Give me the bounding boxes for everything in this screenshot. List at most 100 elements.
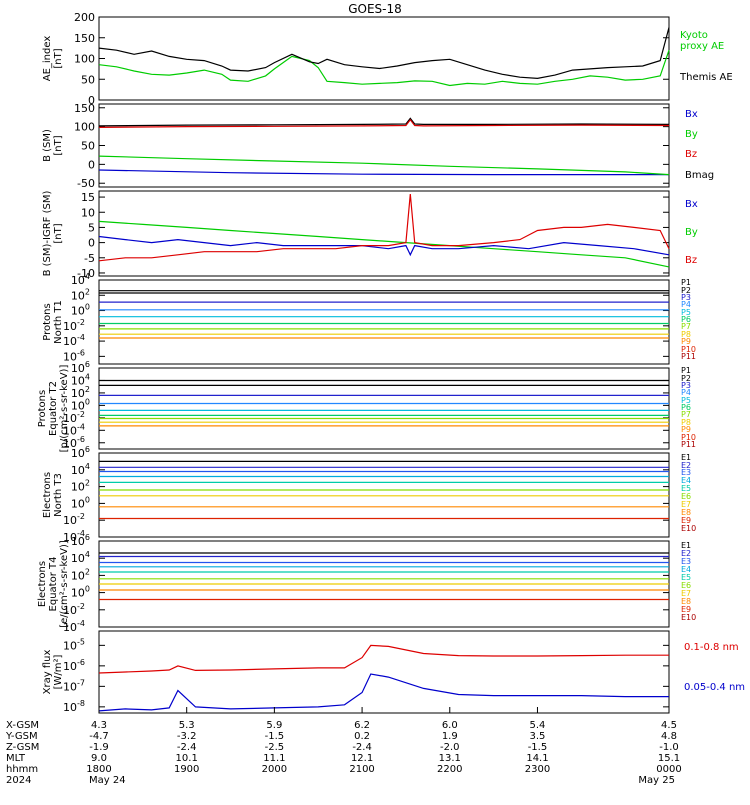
legend-entry: E5: [681, 573, 691, 582]
legend-entry: E10: [681, 613, 696, 622]
y-axis-label: [W/m²]: [53, 654, 64, 689]
y-axis-label: Equator T2: [48, 381, 59, 436]
y-tick-label: 106: [71, 533, 90, 548]
y-axis-label: Protons: [37, 390, 48, 427]
x-axis-row-label: MLT: [6, 753, 26, 764]
legend-entry: Bz: [685, 255, 697, 266]
x-tick-label: 0000: [656, 764, 681, 775]
x-tick-label: 6.0: [442, 720, 458, 731]
y-tick-label: 100: [74, 53, 95, 66]
y-tick-label: 10-2: [63, 318, 85, 333]
legend-entry: P8: [681, 330, 691, 339]
series-line-0-05-0-4-nm: [98, 673, 669, 712]
legend-entry: E10: [681, 524, 696, 533]
y-tick-label: 102: [71, 287, 90, 302]
legend-entry: Bx: [685, 109, 698, 120]
x-tick-label: 11.1: [263, 753, 285, 764]
y-tick-label: 104: [71, 462, 90, 477]
y-tick-label: 102: [71, 567, 90, 582]
y-tick-label: 10: [81, 206, 95, 219]
y-axis-label: AE_index: [42, 36, 53, 82]
y-axis-label: B (SM): [42, 129, 53, 162]
y-axis-label: [nT]: [53, 223, 64, 243]
legend-entry: E6: [681, 492, 691, 501]
x-tick-label: 4.5: [661, 720, 677, 731]
x-axis-row-label: Y-GSM: [5, 731, 38, 742]
panel-8: 10-8 10-7 10-6 10-5 Xray flux [W/m²] 0.1-0.8 n…: [42, 630, 745, 714]
x-axis-row-label: X-GSM: [6, 720, 39, 731]
x-tick-label: 10.1: [176, 753, 198, 764]
y-tick-label: 100: [71, 585, 90, 600]
y-axis-label: North T1: [53, 300, 64, 344]
y-tick-label: 10-5: [63, 637, 85, 652]
y-axis-label: [nT]: [53, 135, 64, 155]
x-axis-row-label: Z-GSM: [6, 742, 39, 753]
y-tick-label: 10-4: [63, 619, 85, 634]
x-axis-row-label: hhmm: [6, 764, 38, 775]
legend-entry: P9: [681, 337, 691, 346]
legend-entry: By: [685, 227, 698, 238]
legend-entry: Kyoto: [680, 30, 708, 41]
legend-entry: P7: [681, 410, 691, 419]
x-tick-label: 9.0: [91, 753, 107, 764]
legend-entry: E7: [681, 589, 691, 598]
y-tick-label: 50: [81, 140, 95, 153]
y-tick-label: -10: [77, 267, 95, 280]
panel-frame: [98, 452, 670, 538]
legend-entry: E9: [681, 516, 691, 525]
series-line-bz: [98, 118, 670, 128]
y-tick-label: 150: [74, 32, 95, 45]
legend-entry: P10: [681, 433, 696, 442]
legend-entry: E1: [681, 541, 691, 550]
series-line-bz: [98, 193, 670, 262]
x-tick-label: -3.2: [177, 731, 197, 742]
legend-entry: E4: [681, 476, 691, 485]
legend-entry: P4: [681, 388, 691, 397]
panel-frame: [98, 279, 670, 365]
legend-entry: E2: [681, 461, 691, 470]
x-tick-label: 3.5: [530, 731, 546, 742]
y-tick-label: 100: [71, 397, 90, 412]
legend-entry: E3: [681, 468, 691, 477]
x-tick-label: 15.1: [658, 753, 680, 764]
y-axis-label: B (SM)-IGRF (SM): [42, 191, 53, 277]
legend-entry: P11: [681, 352, 696, 361]
x-tick-label: 2300: [525, 764, 550, 775]
y-tick-label: 10-4: [63, 333, 85, 348]
legend-entry: P4: [681, 300, 691, 309]
x-tick-label: 1.9: [442, 731, 458, 742]
legend-entry: E7: [681, 500, 691, 509]
legend-entry: 0.05-0.4 nm: [684, 682, 745, 693]
x-tick-label: -2.4: [352, 742, 372, 753]
y-tick-label: 104: [71, 550, 90, 565]
legend-entry: P5: [681, 396, 691, 405]
legend-entry: E2: [681, 549, 691, 558]
x-tick-label: 0.2: [354, 731, 370, 742]
legend-entry: P11: [681, 440, 696, 449]
y-tick-label: 10-6: [63, 348, 85, 363]
legend-entry: E3: [681, 557, 691, 566]
y-tick-label: 102: [71, 479, 90, 494]
legend-entry: By: [685, 129, 698, 140]
legend-entry: P5: [681, 308, 691, 317]
y-axis-label: [e/(cm²-s-sr-keV)]: [59, 540, 70, 628]
y-tick-label: 0: [88, 237, 95, 250]
panel-frame: [98, 367, 670, 450]
x-tick-label: -1.5: [265, 731, 285, 742]
y-tick-label: 200: [74, 11, 95, 24]
y-tick-label: 10-7: [63, 678, 85, 693]
x-tick-label: 4.3: [91, 720, 107, 731]
legend-entry: E8: [681, 597, 691, 606]
x-tick-label: -1.5: [528, 742, 548, 753]
panel-frame: [98, 630, 670, 714]
x-tick-label: 14.1: [526, 753, 548, 764]
y-axis-label: Xray flux: [42, 650, 53, 695]
x-tick-label: -2.4: [177, 742, 197, 753]
legend-entry: P3: [681, 381, 691, 390]
legend-entry: P3: [681, 293, 691, 302]
